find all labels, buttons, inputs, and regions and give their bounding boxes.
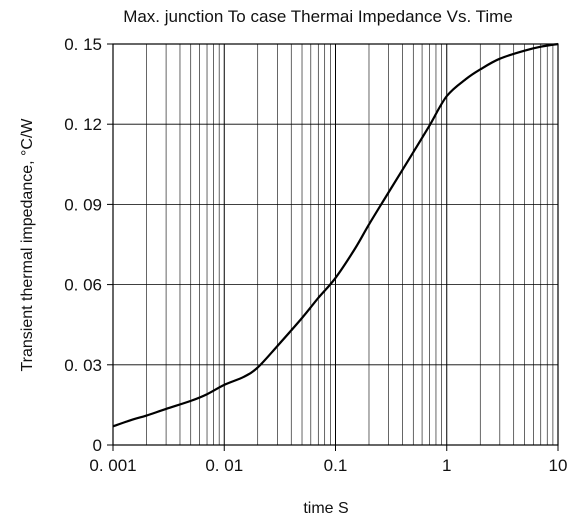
x-tick-label: 0. 01 (205, 456, 243, 475)
y-tick-label: 0. 12 (64, 115, 102, 134)
chart-title: Max. junction To case Thermai Impedance … (123, 7, 513, 26)
x-tick-label: 0.1 (324, 456, 348, 475)
y-tick-label: 0. 15 (64, 35, 102, 54)
y-axis-ticks: 0 0. 03 0. 06 0. 09 0. 12 0. 15 (64, 35, 113, 455)
x-tick-label: 0. 001 (89, 456, 136, 475)
minor-gridlines (146, 44, 554, 445)
y-tick-label: 0 (93, 436, 102, 455)
x-axis-label: time S (303, 500, 348, 517)
y-axis-label: Transient thermal impedance, °C/W (19, 118, 36, 372)
x-tick-label: 1 (442, 456, 451, 475)
y-tick-label: 0. 09 (64, 195, 102, 214)
y-tick-label: 0. 06 (64, 276, 102, 295)
x-axis-ticks: 0. 001 0. 01 0.1 1 10 (89, 445, 567, 475)
x-tick-label: 10 (549, 456, 568, 475)
y-tick-label: 0. 03 (64, 356, 102, 375)
impedance-curve (112, 42, 559, 428)
